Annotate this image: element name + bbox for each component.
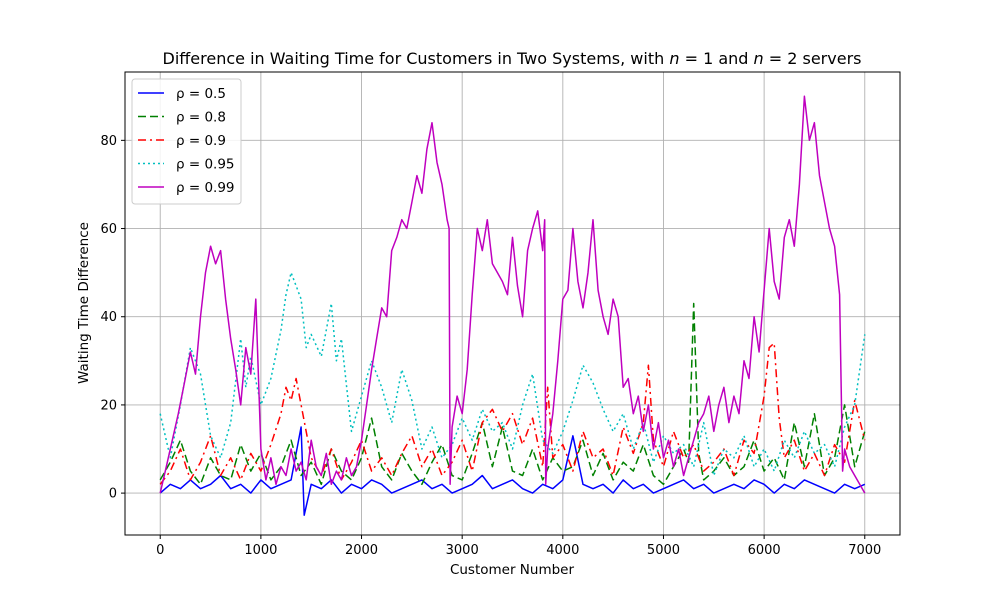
x-tick-label: 6000 xyxy=(748,543,781,558)
series-layer xyxy=(159,95,866,516)
x-tick-label: 0 xyxy=(156,543,164,558)
y-tick-label: 80 xyxy=(100,134,117,149)
title-part: n xyxy=(754,49,764,68)
series-line-4 xyxy=(159,271,866,477)
series-line-5 xyxy=(159,95,866,494)
legend-label: ρ = 0.9 xyxy=(176,133,226,149)
title-part: Difference in Waiting Time for Customers… xyxy=(163,49,670,68)
legend-label: ρ = 0.99 xyxy=(176,180,235,196)
x-tick-label: 4000 xyxy=(546,543,579,558)
title-part: = 2 servers xyxy=(764,49,862,68)
ticks: 0 1000 2000 3000 4000 5000 6000 7000 0 20 40 60 80 xyxy=(100,134,881,558)
x-axis-label: Customer Number xyxy=(450,562,575,578)
y-tick-label: 60 xyxy=(100,222,117,237)
series-line-1 xyxy=(159,426,866,516)
chart-title: Difference in Waiting Time for Customers… xyxy=(163,49,862,68)
title-part: n xyxy=(669,49,679,68)
plot-frame xyxy=(124,71,901,536)
grid xyxy=(125,72,900,535)
title-part: = 1 and xyxy=(679,49,753,68)
x-tick-label: 3000 xyxy=(446,543,479,558)
x-tick-label: 2000 xyxy=(345,543,378,558)
legend-label: ρ = 0.8 xyxy=(176,110,226,126)
legend-box xyxy=(131,78,242,205)
x-tick-label: 5000 xyxy=(647,543,680,558)
y-tick-label: 40 xyxy=(100,310,117,325)
y-tick-label: 0 xyxy=(109,487,117,502)
legend-label: ρ = 0.95 xyxy=(176,157,235,173)
y-axis-label: Waiting Time Difference xyxy=(76,222,92,384)
legend-label: ρ = 0.5 xyxy=(176,86,226,102)
y-tick-label: 20 xyxy=(100,398,117,413)
legend: ρ = 0.5 ρ = 0.8 ρ = 0.9 ρ = 0.95 ρ = 0.99 xyxy=(131,78,242,205)
x-tick-label: 1000 xyxy=(244,543,277,558)
x-tick-label: 7000 xyxy=(848,543,881,558)
series-line-3 xyxy=(159,342,866,485)
